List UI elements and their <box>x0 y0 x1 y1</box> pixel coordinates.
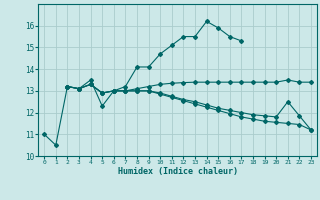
X-axis label: Humidex (Indice chaleur): Humidex (Indice chaleur) <box>118 167 238 176</box>
